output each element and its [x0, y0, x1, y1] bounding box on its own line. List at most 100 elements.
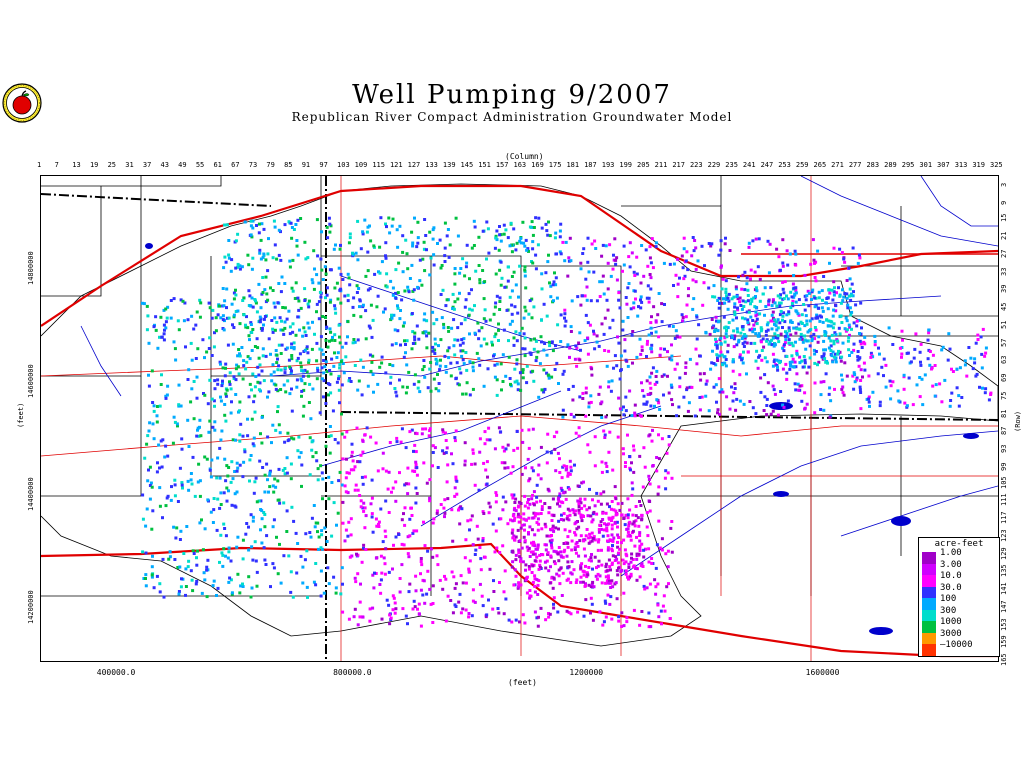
pumping-cell [405, 385, 409, 389]
pumping-cell [813, 296, 817, 300]
pumping-cell [825, 318, 829, 322]
pumping-cell [518, 331, 522, 335]
pumping-cell [733, 310, 737, 314]
pumping-cell [445, 234, 449, 238]
pumping-cell [329, 434, 333, 438]
pumping-cell [473, 304, 476, 308]
pumping-cell [500, 388, 503, 392]
pumping-cell [280, 319, 283, 323]
pumping-cell [227, 239, 231, 242]
pumping-cell [657, 335, 661, 339]
pumping-cell [346, 491, 350, 495]
pumping-cell [681, 319, 684, 323]
pumping-cell [435, 318, 439, 322]
pumping-cell [321, 278, 325, 281]
pumping-cell [246, 355, 250, 359]
pumping-cell [252, 491, 256, 495]
pumping-cell [984, 387, 988, 391]
pumping-cell [317, 535, 321, 539]
pumping-cell [822, 348, 826, 352]
pumping-cell [738, 296, 742, 300]
pumping-cell [783, 334, 787, 338]
pumping-cell [273, 243, 277, 247]
pumping-cell [302, 326, 306, 330]
pumping-cell [339, 592, 343, 596]
pumping-cell [340, 345, 344, 349]
pumping-cell [328, 230, 332, 234]
pumping-cell [539, 606, 543, 610]
pumping-cell [550, 534, 553, 537]
pumping-cell [640, 562, 644, 566]
pumping-cell [800, 384, 804, 388]
pumping-cell [368, 326, 372, 330]
pumping-cell [928, 363, 932, 367]
pumping-cell [250, 586, 254, 590]
pumping-cell [824, 372, 828, 376]
pumping-cell [156, 346, 160, 350]
pumping-cell [639, 298, 642, 302]
pumping-cell [289, 346, 293, 350]
pumping-cell [821, 320, 825, 324]
pumping-cell [385, 285, 389, 289]
pumping-cell [414, 501, 418, 505]
pumping-cell [283, 326, 287, 330]
pumping-cell [278, 431, 282, 435]
pumping-cell [556, 552, 560, 556]
pumping-cell [719, 336, 723, 340]
pumping-cell [721, 390, 725, 394]
pumping-cell [485, 613, 489, 617]
pumping-cell [301, 334, 305, 338]
pumping-cell [975, 372, 979, 376]
pumping-cell [775, 364, 779, 367]
pumping-cell [967, 346, 971, 349]
pumping-cell [498, 308, 502, 311]
pumping-cell [568, 355, 571, 359]
pumping-cell [634, 566, 637, 570]
pumping-cell [584, 564, 587, 568]
pumping-cell [353, 340, 357, 344]
pumping-cell [415, 529, 419, 533]
pumping-cell [663, 609, 667, 613]
pumping-cell [447, 255, 451, 259]
pumping-cell [785, 377, 789, 381]
pumping-cell [436, 563, 440, 567]
pumping-cell [302, 388, 306, 392]
pumping-cell [535, 483, 539, 487]
pumping-cell [258, 381, 262, 385]
pumping-cell [145, 328, 149, 332]
pumping-cell [388, 622, 392, 626]
pumping-cell [144, 551, 148, 555]
pumping-cell [412, 288, 416, 292]
pumping-cell [326, 236, 330, 240]
pumping-cell [214, 316, 218, 320]
pumping-cell [519, 557, 523, 561]
pumping-cell [813, 305, 817, 309]
pumping-cell [743, 288, 747, 292]
pumping-cell [576, 295, 580, 299]
pumping-cell [166, 494, 170, 498]
pumping-cell [548, 234, 552, 238]
pumping-cell [205, 595, 209, 599]
pumping-cell [855, 324, 859, 328]
pumping-cell [365, 426, 369, 430]
pumping-cell [320, 471, 324, 475]
pumping-cell [343, 484, 347, 488]
pumping-cell [290, 436, 294, 440]
pumping-cell [391, 567, 394, 571]
pumping-cell [628, 455, 632, 458]
pumping-cell [342, 371, 346, 375]
pumping-cell [805, 322, 809, 326]
pumping-cell [345, 457, 348, 461]
pumping-cell [646, 534, 650, 538]
pumping-cell [422, 359, 426, 362]
pumping-cell [225, 486, 229, 490]
pumping-cell [276, 405, 280, 409]
pumping-cell [150, 575, 154, 579]
pumping-cell [448, 243, 452, 247]
pumping-cell [428, 427, 432, 431]
pumping-cell [625, 554, 629, 558]
pumping-cell [164, 307, 168, 311]
pumping-cell [632, 270, 636, 274]
pumping-cell [492, 590, 496, 593]
pumping-cell [285, 456, 289, 460]
